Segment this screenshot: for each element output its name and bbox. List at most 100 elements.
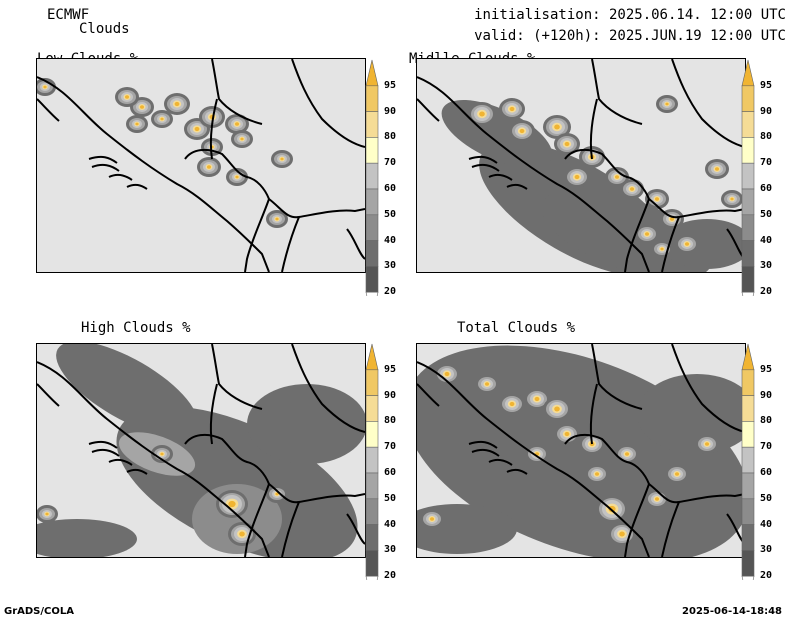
colorbar-tick-label: 70 — [760, 441, 773, 453]
colorbar-swatch — [741, 498, 755, 525]
init-time: initialisation: 2025.06.14. 12:00 UTC — [474, 7, 786, 23]
border-line — [88, 440, 148, 475]
border-line — [37, 361, 270, 557]
cloud-area — [554, 124, 560, 130]
colorbar-swatch — [365, 369, 379, 396]
colorbar-tick-label: 90 — [384, 389, 397, 401]
colorbar-tick-label: 30 — [384, 260, 397, 272]
colorbar-swatch — [365, 498, 379, 525]
cloud-area — [675, 472, 679, 476]
cloud-area — [135, 122, 139, 126]
cloud-area — [574, 174, 580, 180]
cloud-area — [194, 126, 200, 132]
colorbar-tick-label: 30 — [760, 544, 773, 556]
colorbar-swatch — [741, 188, 755, 216]
border-line — [417, 383, 440, 407]
colorbar-tick-label: 60 — [384, 467, 397, 478]
colorbar-swatches — [365, 343, 379, 580]
cloud-area — [275, 217, 279, 221]
cloud-area — [239, 531, 245, 537]
cloud-area — [160, 452, 164, 456]
cloud-area — [45, 512, 49, 516]
valid-time: valid: (+120h): 2025.JUN.19 12:00 UTC — [474, 28, 786, 44]
cloud-area — [637, 374, 745, 454]
cloud-area — [519, 128, 525, 134]
cloud-area — [280, 157, 284, 161]
colorbar-swatch — [365, 240, 379, 267]
colorbar-swatch — [365, 343, 379, 371]
colorbar-swatch — [741, 137, 755, 164]
border-line — [211, 59, 263, 125]
cloud-area — [228, 500, 236, 508]
cloud-area — [125, 95, 129, 99]
map-middle — [417, 59, 745, 272]
footer-timestamp: 2025-06-14-18:48 — [682, 606, 782, 617]
colorbar-tick-label: 50 — [384, 492, 397, 504]
colorbar-swatch — [741, 421, 755, 448]
colorbar-swatch — [741, 524, 755, 551]
colorbar-low: 20 30 40 50 60 70 80 90 95 — [364, 56, 424, 297]
colorbar-swatch — [365, 111, 379, 138]
cloud-area — [655, 497, 659, 501]
border-line — [37, 76, 270, 272]
colorbar-swatch — [365, 550, 379, 577]
colorbar-swatch — [741, 472, 755, 500]
border-line — [624, 198, 650, 272]
colorbar-swatch — [365, 395, 379, 422]
border-line — [37, 383, 60, 407]
cloud-area — [430, 517, 434, 521]
cloud-area — [660, 247, 664, 251]
colorbar-tick-label: 80 — [760, 415, 773, 427]
border-line — [88, 155, 148, 190]
colorbar-tick-label: 50 — [760, 208, 773, 220]
border-line — [209, 383, 218, 445]
colorbar-swatch — [365, 291, 379, 296]
border-line — [184, 148, 270, 200]
border-line — [291, 344, 365, 433]
cloud-area — [670, 217, 674, 221]
cloud-area — [37, 519, 137, 557]
colorbar-swatch — [741, 575, 755, 580]
cloud-area — [444, 371, 450, 377]
colorbar-swatches — [741, 59, 755, 296]
cloud-area — [207, 165, 211, 169]
colorbar-tick-label: 20 — [760, 570, 773, 582]
cloud-area — [247, 384, 365, 464]
border-line — [564, 148, 650, 200]
colorbar-swatch — [741, 343, 755, 371]
cloud-area — [715, 167, 719, 171]
colorbar-swatch — [741, 214, 755, 241]
colorbar-tick-label: 80 — [760, 131, 773, 143]
border-line — [671, 344, 745, 433]
colorbar-tick-label: 40 — [384, 234, 397, 246]
map-panel-middle — [416, 58, 746, 273]
border-line — [468, 440, 528, 475]
colorbar-tick-label: 95 — [760, 79, 773, 91]
colorbar-swatch — [365, 214, 379, 241]
colorbar-swatch — [741, 240, 755, 267]
border-line — [291, 59, 365, 148]
colorbar-swatch — [365, 472, 379, 500]
colorbar-tick-label: 20 — [384, 570, 397, 582]
border-line — [671, 59, 745, 148]
colorbar-tick-label: 80 — [384, 131, 397, 143]
cloud-area — [509, 106, 515, 112]
colorbar-tick-label: 70 — [384, 157, 397, 169]
border-line — [346, 228, 365, 260]
colorbar-tick-label: 30 — [384, 544, 397, 556]
cloud-area — [608, 505, 616, 513]
colorbar-swatch — [741, 85, 755, 112]
border-line — [184, 433, 270, 485]
border-line — [564, 433, 650, 485]
panel-title-high: High Clouds % — [81, 320, 191, 336]
colorbar-swatches — [741, 343, 755, 580]
cloud-area — [655, 197, 659, 201]
colorbar-tick-label: 50 — [760, 492, 773, 504]
cloud-area — [615, 175, 619, 179]
cloud-area — [625, 452, 629, 456]
border-line — [211, 344, 263, 410]
colorbar-tick-label: 90 — [384, 105, 397, 117]
colorbar-middle: 20 30 40 50 60 70 80 90 95 — [740, 56, 800, 297]
colorbar-swatch — [741, 162, 755, 190]
colorbar-swatch — [365, 524, 379, 551]
